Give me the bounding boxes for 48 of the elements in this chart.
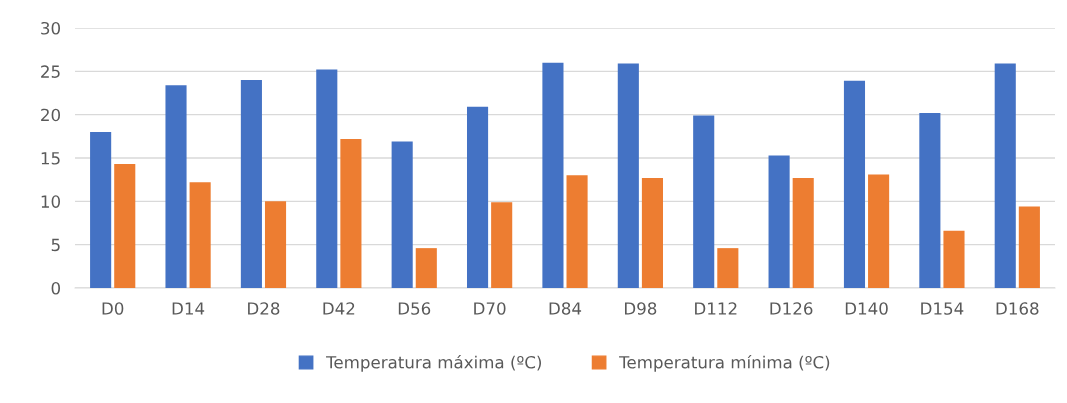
bar [693,115,715,288]
x-tick-label: D14 [172,302,205,315]
bar [919,112,941,288]
y-tick-label: 30 [41,21,60,35]
bar [641,177,663,288]
x-tick-label: D112 [695,302,737,315]
y-tick-label: 25 [41,65,60,78]
x-tick-label: D42 [323,302,355,315]
x-tick-label: D56 [398,302,431,315]
bar [415,248,437,288]
bar [542,62,564,288]
bar [868,174,890,288]
x-tick-label: D0 [102,302,124,315]
x-tick-label: D70 [474,302,506,315]
bar [994,63,1016,288]
bar [264,201,287,288]
bar [340,138,362,288]
bar [391,141,413,288]
bar [943,230,965,288]
y-tick-label: 5 [51,238,60,252]
bar [240,80,262,288]
bar [617,63,639,288]
x-tick-label: D28 [248,302,280,315]
bar [90,132,112,288]
bar [467,106,489,288]
bar [717,248,739,288]
legend-label: Temperatura máxima (ºC) [326,355,542,372]
bar [792,177,814,288]
bar [165,85,187,288]
x-tick-label: D84 [549,302,582,315]
bar [189,182,211,288]
y-tick-label: 10 [41,195,60,208]
y-tick-label: 15 [41,152,60,165]
bar [566,175,588,288]
x-tick-label: D140 [845,302,888,315]
y-tick-label: 0 [51,281,60,295]
bar [843,80,866,288]
bar [114,164,136,288]
x-tick-label: D168 [996,302,1039,315]
bar [491,202,513,288]
bar [1018,206,1040,288]
x-tick-label: D154 [921,302,964,315]
bar [316,69,338,288]
x-tick-label: D126 [770,302,813,315]
x-tick-label: D98 [625,302,657,315]
y-tick-label: 20 [41,108,60,122]
legend-label: Temperatura mínima (ºC) [619,355,830,372]
bar [768,155,790,288]
